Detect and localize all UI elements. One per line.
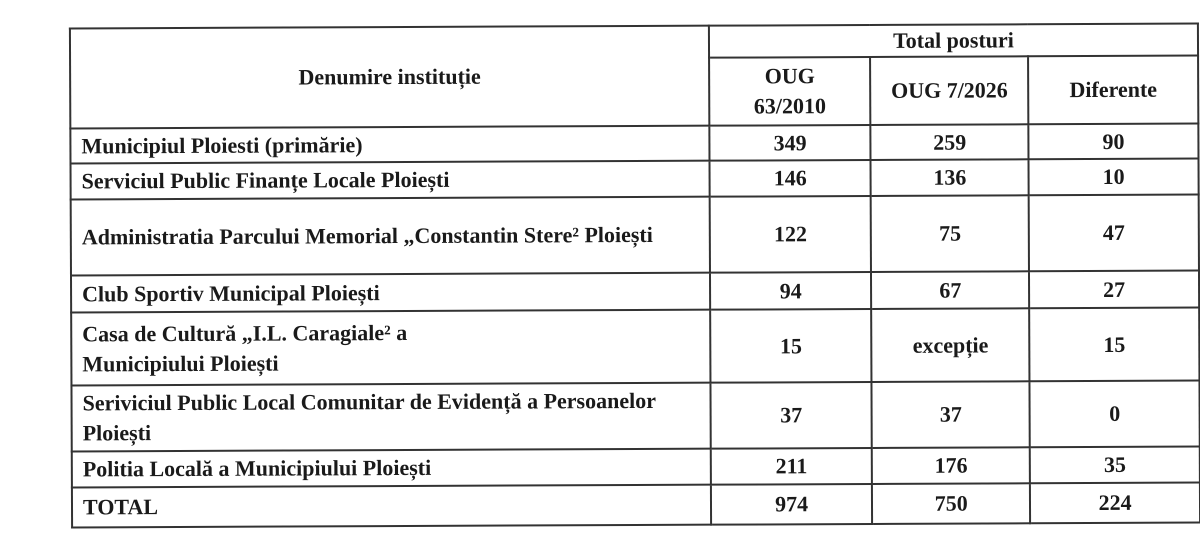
- row-oug63: 15: [710, 308, 872, 383]
- row-oug63: 94: [709, 271, 872, 310]
- row-oug7: 259: [870, 124, 1029, 160]
- table-row: Administratia Parcului Memorial „Constan…: [70, 194, 1199, 276]
- row-oug7: 37: [871, 381, 1030, 448]
- total-oug63: 974: [710, 483, 873, 525]
- header-oug-63-2010: OUG 63/2010: [709, 56, 871, 126]
- row-name: Municipiul Ploiesti (primărie): [70, 125, 710, 164]
- table-row: Seriviciul Public Local Comunitar de Evi…: [71, 380, 1200, 452]
- table-row: Politia Locală a Municipiului Ploiești 2…: [71, 446, 1200, 488]
- table-row: Casa de Cultură „I.L. Caragiale² a Munic…: [71, 307, 1200, 386]
- row-diff: 90: [1028, 123, 1199, 160]
- header-diferente: Diferente: [1028, 55, 1199, 125]
- row-diff: 10: [1028, 158, 1199, 196]
- row-diff: 0: [1029, 380, 1200, 448]
- row-name: Casa de Cultură „I.L. Caragiale² a Munic…: [71, 309, 711, 386]
- row-oug63: 37: [710, 381, 873, 449]
- row-oug7: 67: [871, 271, 1030, 309]
- total-diff: 224: [1030, 482, 1200, 524]
- row-oug63: 211: [710, 447, 873, 485]
- total-row: TOTAL 974 750 224: [71, 482, 1200, 528]
- header-total-posturi: Total posturi: [708, 23, 1199, 58]
- total-label: TOTAL: [71, 484, 712, 528]
- row-diff: 47: [1028, 194, 1199, 272]
- row-oug7: 136: [870, 159, 1029, 196]
- row-oug63: 122: [709, 195, 872, 273]
- row-name: Club Sportiv Municipal Ploiești: [70, 272, 711, 313]
- table-row: Club Sportiv Municipal Ploiești 94 67 27: [70, 270, 1200, 313]
- row-diff: 35: [1029, 446, 1200, 484]
- table-row: Municipiul Ploiesti (primărie) 349 259 9…: [70, 123, 1199, 164]
- row-name: Serviciul Public Finanțe Locale Ploiești: [70, 160, 710, 200]
- row-name: Seriviciul Public Local Comunitar de Evi…: [71, 382, 711, 452]
- header-row-1: Denumire instituție Total posturi: [69, 23, 1199, 129]
- row-name: Administratia Parcului Memorial „Constan…: [70, 196, 710, 276]
- header-institution: Denumire instituție: [69, 25, 710, 129]
- row-oug63: 349: [709, 124, 871, 161]
- total-oug7: 750: [872, 483, 1031, 524]
- row-oug63: 146: [709, 159, 871, 197]
- staff-table: Denumire instituție Total posturi OUG 63…: [69, 23, 1200, 529]
- table-row: Serviciul Public Finanțe Locale Ploiești…: [70, 158, 1199, 200]
- header-oug-7-2026: OUG 7/2026: [870, 56, 1029, 125]
- row-diff: 15: [1029, 307, 1200, 382]
- row-diff: 27: [1029, 270, 1200, 309]
- row-oug7: 176: [872, 447, 1031, 484]
- row-name: Politia Locală a Municipiului Ploiești: [71, 448, 711, 488]
- row-oug7: 75: [870, 195, 1030, 272]
- row-oug7: excepție: [871, 308, 1030, 382]
